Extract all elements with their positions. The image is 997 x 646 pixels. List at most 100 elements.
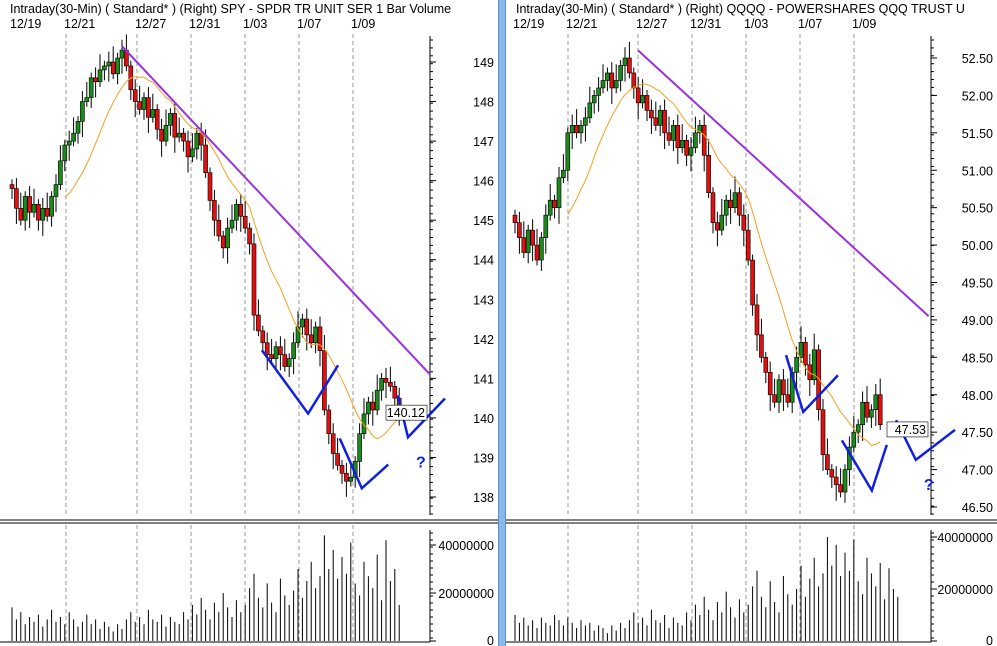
price-tick-label: 48.50	[962, 351, 993, 365]
candle-body	[53, 184, 59, 197]
candle-body	[137, 101, 142, 110]
candle-body	[534, 244, 540, 261]
candle-body	[697, 125, 703, 134]
candle-body	[877, 394, 883, 425]
candle-body	[600, 80, 606, 89]
candle-body	[141, 97, 147, 110]
candle-body	[613, 80, 619, 89]
date-label: 12/31	[189, 17, 221, 31]
candle-body	[361, 413, 367, 435]
candle-body	[291, 342, 296, 359]
candle-body	[9, 184, 15, 189]
date-label: 12/19	[10, 17, 42, 31]
candle-body	[36, 204, 41, 221]
candle-body	[631, 72, 637, 89]
candle-body	[80, 101, 85, 122]
candle-body	[737, 192, 742, 216]
candle-body	[172, 113, 178, 138]
date-label: 12/27	[135, 17, 167, 31]
candle-body	[44, 208, 50, 217]
qqqq-chart-svg[interactable]: 52.50 52.00 51.50 51.00 50.50 50.00 49.50 49.00…	[506, 0, 997, 646]
candle-body	[75, 121, 81, 134]
last-price-label: 47.53	[895, 423, 926, 437]
candle-body	[693, 132, 698, 149]
volume-tick-label: 0	[986, 634, 993, 646]
candle-body	[84, 97, 90, 102]
price-tick-label: 47.00	[962, 464, 993, 478]
candle-body	[596, 87, 601, 96]
volume-tick-label: 20000000	[937, 583, 993, 597]
candle-body	[864, 401, 870, 418]
candle-body	[229, 219, 235, 229]
candle-body	[829, 469, 835, 478]
candle-body	[295, 326, 301, 344]
candle-body	[322, 350, 327, 411]
candle-body	[247, 227, 252, 245]
candle-body	[732, 192, 738, 208]
candle-body	[286, 358, 292, 367]
spy-chart-panel[interactable]: Intraday(30-Min) ( Standard* ) (Right) S…	[0, 0, 498, 646]
candle-body	[194, 132, 200, 150]
candle-body	[657, 110, 663, 126]
candle-body	[14, 188, 19, 209]
annotation-line	[260, 349, 340, 416]
candle-body	[539, 237, 544, 261]
candle-body	[344, 472, 349, 482]
candle-body	[662, 110, 667, 134]
candle-body	[675, 125, 681, 149]
candle-body	[671, 125, 676, 141]
candle-body	[517, 222, 522, 238]
candle-body	[622, 57, 628, 66]
candle-body	[49, 196, 54, 217]
candle-body	[715, 222, 720, 231]
chart-header: Intraday(30-Min) ( Standard* ) (Right) Q…	[516, 2, 965, 16]
candle-body	[851, 431, 857, 448]
price-tick-label: 139	[473, 451, 494, 465]
candle-body	[583, 117, 588, 126]
candle-body	[256, 314, 261, 332]
panel-divider[interactable]	[498, 0, 506, 646]
candle-body	[838, 484, 843, 493]
candle-body	[388, 382, 393, 387]
annotation-line	[338, 437, 390, 491]
candle-body	[273, 346, 279, 359]
date-label: 12/19	[513, 17, 545, 31]
date-label: 1/07	[297, 17, 322, 31]
candle-body	[150, 109, 156, 118]
candle-body	[561, 169, 566, 179]
candle-body	[159, 128, 164, 142]
candle-body	[62, 144, 68, 162]
trendline	[121, 45, 431, 376]
spy-chart-svg[interactable]: 149 148 147 146 145 144 143 142 141 140 139 138 4000…	[0, 0, 498, 646]
candle-body	[547, 199, 553, 216]
candle-body	[119, 49, 125, 59]
candle-body	[220, 235, 226, 249]
candle-body	[207, 172, 213, 201]
trendline	[637, 49, 930, 317]
date-label: 1/07	[798, 17, 823, 31]
candle-body	[825, 454, 830, 470]
candle-body	[820, 409, 826, 455]
candle-body	[154, 109, 160, 130]
price-tick-label: 144	[473, 254, 494, 268]
candle-body	[552, 199, 557, 208]
candle-body	[132, 89, 138, 102]
candle-body	[833, 476, 839, 485]
candle-body	[97, 69, 103, 83]
last-price-box	[385, 404, 428, 421]
price-tick-label: 46.50	[962, 501, 993, 515]
moving-average-line	[567, 83, 881, 446]
candle-body	[803, 342, 808, 366]
candle-body	[684, 140, 689, 156]
candle-body	[565, 132, 571, 171]
candle-body	[794, 357, 799, 373]
candle-body	[22, 196, 28, 221]
candle-body	[238, 204, 244, 217]
price-tick-label: 47.50	[962, 426, 993, 440]
candle-body	[212, 200, 217, 221]
candle-body	[181, 132, 186, 142]
qqqq-chart-panel[interactable]: Intraday(30-Min) ( Standard* ) (Right) Q…	[506, 0, 997, 646]
price-tick-label: 149	[473, 56, 494, 70]
candle-body	[512, 214, 518, 223]
date-label: 12/31	[690, 17, 722, 31]
